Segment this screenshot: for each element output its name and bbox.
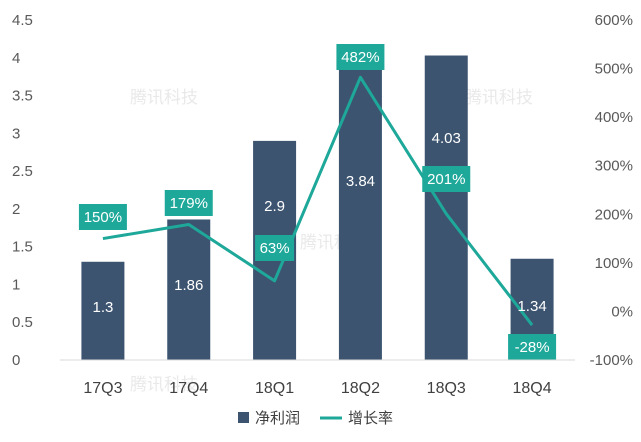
legend-line-label: 增长率 (348, 410, 393, 427)
bar-value-label: 1.3 (92, 299, 113, 316)
growth-line (102, 75, 534, 326)
rate-label-text: 482% (341, 49, 379, 66)
rate-label-box (255, 235, 295, 261)
y-left-tick-label: 1 (12, 276, 20, 293)
left-axis: 0 0.5 1 1.5 2 2.5 3 3.5 4 4.5 (12, 12, 33, 369)
bar-value-label: 3.84 (346, 173, 375, 190)
x-tick-label: 18Q3 (427, 380, 466, 397)
legend: 净利润 增长率 (238, 410, 393, 427)
rate-label: 63% (255, 235, 295, 261)
rate-label-box (422, 166, 471, 192)
rate-label-text: 179% (170, 195, 208, 212)
watermark-text: 腾讯科技 (130, 88, 198, 107)
bar-value-label: 1.34 (517, 298, 546, 315)
rate-label-text: 150% (84, 209, 122, 226)
y-right-tick-label: 100% (595, 255, 633, 272)
y-left-tick-label: 4 (12, 50, 20, 67)
line-series (102, 75, 534, 326)
rate-label: 201% (422, 166, 471, 192)
rate-value-labels: 150% 179% 63% 482% 201% -28% (78, 44, 557, 360)
y-left-tick-label: 2 (12, 201, 20, 218)
bar (338, 69, 382, 360)
x-tick-label: 17Q3 (83, 380, 122, 397)
legend-bar-swatch (238, 412, 249, 423)
rate-label-text: 201% (427, 171, 465, 188)
x-tick-label: 18Q4 (513, 380, 552, 397)
legend-bar-label: 净利润 (255, 410, 300, 427)
bar-value-label: 4.03 (432, 130, 461, 147)
rate-label-box (164, 190, 213, 216)
y-left-tick-label: 3 (12, 125, 20, 142)
y-left-tick-label: 0 (12, 352, 20, 369)
y-left-tick-label: 0.5 (12, 314, 33, 331)
x-axis: 17Q3 17Q4 18Q1 18Q2 18Q3 18Q4 (60, 359, 575, 397)
rate-label-box (508, 334, 557, 360)
x-tick-label: 17Q4 (169, 380, 208, 397)
bar-value-labels: 1.3 1.86 2.9 3.84 4.03 1.34 (92, 130, 546, 316)
rate-label: -28% (508, 334, 557, 360)
y-left-tick-label: 2.5 (12, 163, 33, 180)
y-right-tick-label: -100% (590, 352, 633, 369)
bar-value-label: 2.9 (264, 198, 285, 215)
y-left-tick-label: 3.5 (12, 88, 33, 105)
rate-label-text: -28% (515, 339, 550, 356)
right-axis: -100% 0% 100% 200% 300% 400% 500% 600% (590, 12, 633, 369)
y-right-tick-label: 600% (595, 12, 633, 29)
y-left-tick-label: 1.5 (12, 239, 33, 256)
y-right-tick-label: 400% (595, 109, 633, 126)
bar (424, 55, 468, 361)
rate-label-text: 63% (260, 240, 290, 257)
y-right-tick-label: 200% (595, 206, 633, 223)
y-right-tick-label: 500% (595, 61, 633, 78)
watermark-text: 腾讯科技 (465, 88, 533, 107)
bar-value-label: 1.86 (174, 277, 203, 294)
rate-label: 150% (78, 204, 127, 230)
rate-label-box (78, 204, 127, 230)
rate-label-box (336, 44, 385, 70)
x-tick-label: 18Q1 (255, 380, 294, 397)
bar (167, 219, 211, 360)
x-tick-label: 18Q2 (341, 380, 380, 397)
watermark-text: 腾讯科技 (130, 375, 198, 394)
y-left-tick-label: 4.5 (12, 12, 33, 29)
y-right-tick-label: 0% (611, 303, 633, 320)
rate-label: 179% (164, 190, 213, 216)
bar (81, 261, 125, 360)
rate-label: 482% (336, 44, 385, 70)
y-right-tick-label: 300% (595, 158, 633, 175)
